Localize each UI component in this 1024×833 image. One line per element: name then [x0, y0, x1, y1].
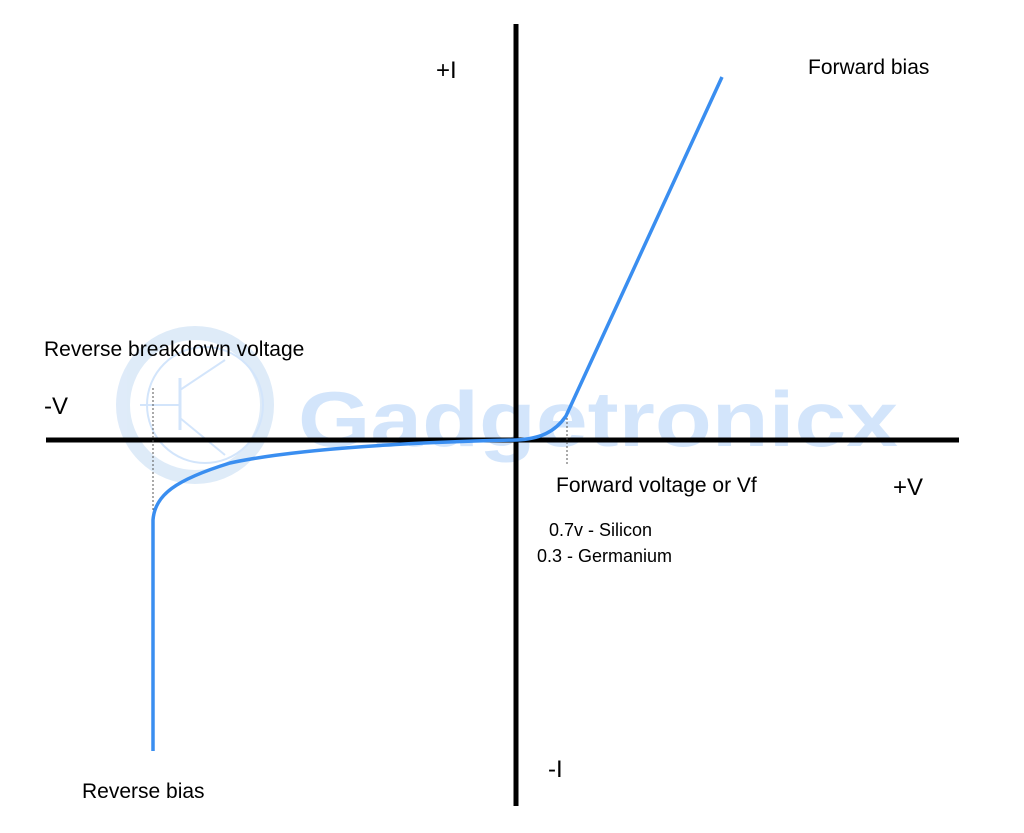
watermark-text: Gadgetronicx: [298, 375, 898, 463]
reverse-breakdown-label: Reverse breakdown voltage: [44, 338, 305, 361]
silicon-label: 0.7v - Silicon: [549, 520, 653, 540]
iv-curve: [151, 76, 724, 751]
plus-voltage-label: +V: [893, 474, 924, 501]
germanium-label: 0.3 - Germanium: [537, 546, 673, 566]
forward-bias-label: Forward bias: [808, 56, 930, 79]
minus-voltage-label: -V: [44, 393, 68, 420]
reverse-bias-label: Reverse bias: [82, 780, 205, 803]
plus-current-label: +I: [436, 57, 457, 84]
forward-voltage-label: Forward voltage or Vf: [556, 474, 757, 497]
minus-current-label: -I: [548, 756, 563, 783]
